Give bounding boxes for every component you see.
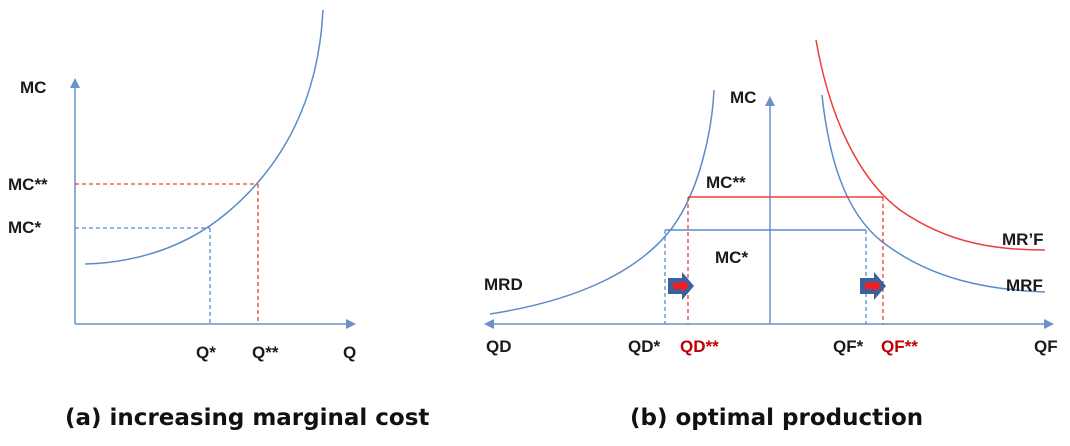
panel-b-right-axis-label: QF bbox=[1034, 337, 1058, 356]
panel-a-mc-curve bbox=[84, 9, 324, 265]
panel-b: MC MC** MC* MRD MR’F MRF QD QF QD* QD** … bbox=[484, 39, 1058, 431]
panel-b-mrd-label: MRD bbox=[484, 275, 523, 294]
panel-b-mrf-label: MRF bbox=[1006, 276, 1043, 295]
panel-a: MC Q MC** MC* Q* Q** (a) increasing marg… bbox=[8, 9, 429, 431]
panel-b-shift-arrow-right bbox=[860, 272, 886, 300]
panel-a-caption: (a) increasing marginal cost bbox=[65, 405, 429, 431]
panel-b-qf-star-label: QF* bbox=[833, 337, 864, 356]
panel-b-mc-low-label: MC* bbox=[715, 248, 748, 267]
panel-b-mrf-prime-curve bbox=[815, 39, 1046, 251]
panel-b-mrf-prime-label: MR’F bbox=[1002, 230, 1044, 249]
panel-b-mrf-curve bbox=[821, 94, 1046, 293]
panel-a-mc-high-label: MC** bbox=[8, 175, 48, 194]
panel-b-qd-star2-label: QD** bbox=[680, 337, 719, 356]
panel-a-q-high-label: Q** bbox=[252, 343, 279, 362]
panel-b-left-axis-label: QD bbox=[486, 337, 512, 356]
panel-b-caption: (b) optimal production bbox=[630, 405, 923, 431]
panel-a-mc-low-label: MC* bbox=[8, 218, 41, 237]
panel-b-qf-star2-label: QF** bbox=[881, 337, 918, 356]
panel-a-x-axis-label: Q bbox=[343, 343, 356, 362]
panel-b-qd-star-label: QD* bbox=[628, 337, 661, 356]
panel-a-y-axis-label: MC bbox=[20, 78, 46, 97]
panel-b-shift-arrow-left bbox=[668, 272, 694, 300]
panel-b-mrd-curve bbox=[489, 89, 715, 315]
panel-b-mc-high-label: MC** bbox=[706, 173, 746, 192]
panel-a-q-low-label: Q* bbox=[196, 343, 216, 362]
panel-b-y-axis-label: MC bbox=[730, 88, 756, 107]
